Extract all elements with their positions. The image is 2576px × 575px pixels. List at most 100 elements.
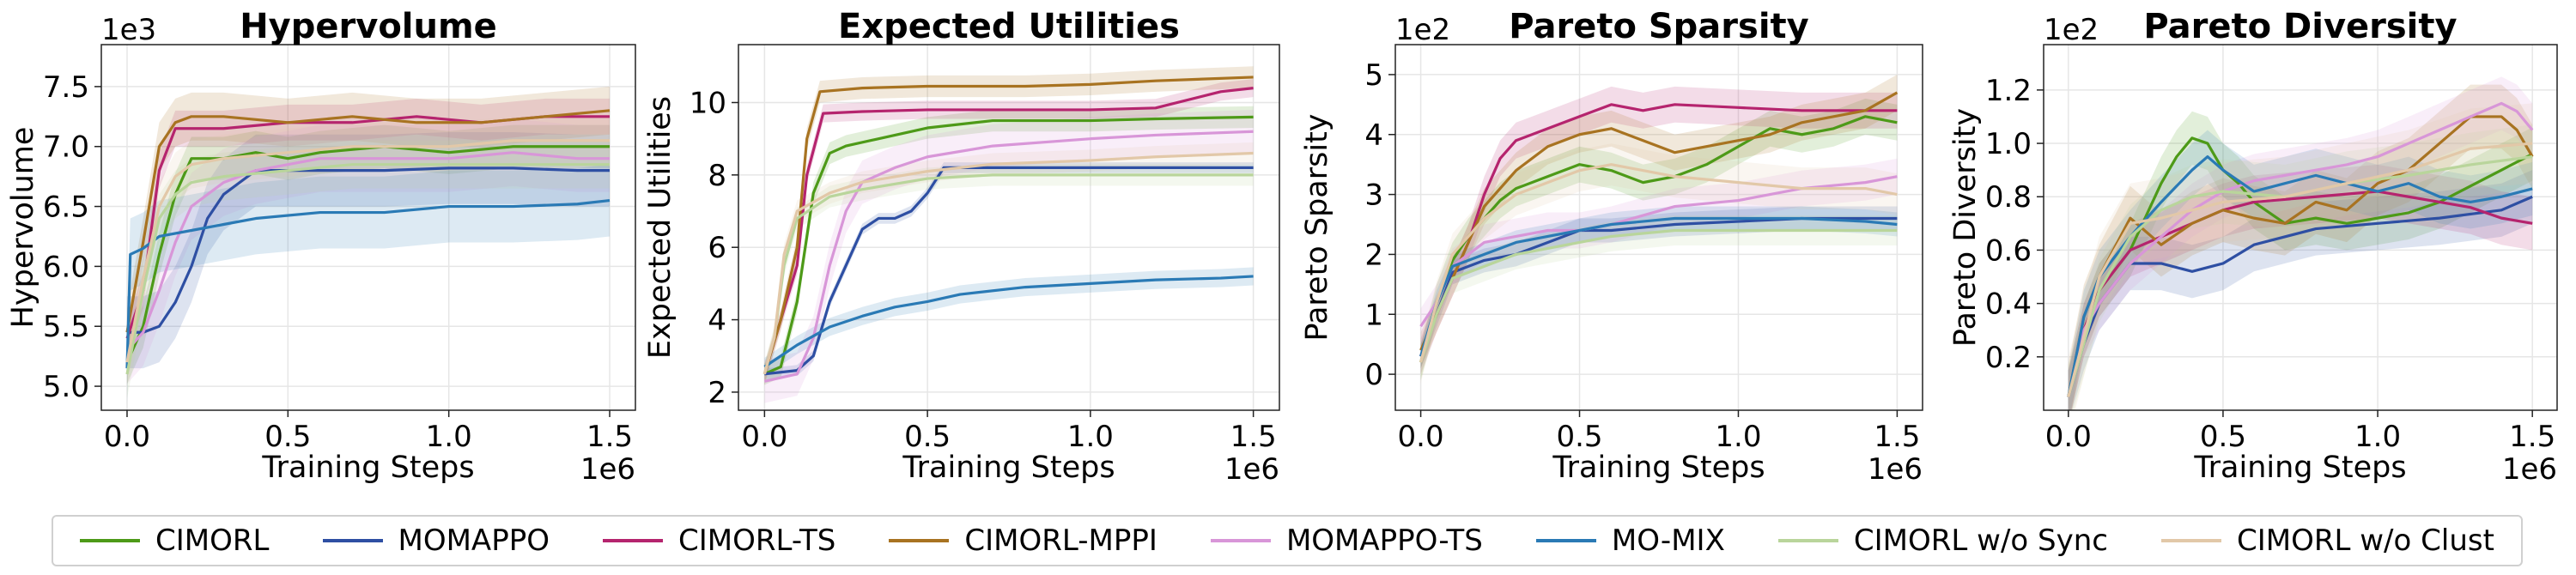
band-momappo-ts — [126, 118, 611, 384]
x-tick-label: 1.0 — [426, 420, 472, 454]
y-tick-label: 5.5 — [43, 310, 89, 344]
chart-title: Expected Utilities — [838, 7, 1180, 46]
legend-swatch — [2161, 539, 2222, 542]
legend-entry-cimorl-ts: CIMORL-TS — [603, 524, 835, 558]
y-tick-label: 3 — [1364, 179, 1383, 213]
y-tick-label: 6.0 — [43, 250, 89, 284]
line-cimorl-mppi — [2067, 115, 2534, 397]
legend-entry-cimorl-w-o-sync: CIMORL w/o Sync — [1777, 524, 2108, 558]
x-axis-multiplier: 1e6 — [2502, 452, 2557, 487]
x-axis-multiplier: 1e6 — [1868, 452, 1923, 487]
plot-area — [1419, 74, 1899, 384]
line-cimorl-w-o-clust — [125, 139, 611, 363]
line-cimorl-w-o-sync — [125, 163, 611, 375]
x-tick-label: 1.0 — [1067, 420, 1114, 454]
x-tick-label: 0.0 — [1398, 420, 1444, 454]
band-cimorl — [126, 124, 611, 384]
line-momappo — [126, 166, 611, 334]
band-cimorl-w-o-clust — [2068, 103, 2533, 410]
line-mo-mix — [763, 275, 1254, 368]
band-cimorl-w-o-clust — [126, 116, 611, 387]
plot-area — [762, 66, 1254, 403]
legend-swatch — [1210, 539, 1271, 542]
y-tick-label: 7.0 — [43, 130, 89, 165]
axes-frame — [738, 44, 1280, 411]
x-axis-label: Training Steps — [902, 451, 1115, 485]
x-tick-label: 1.0 — [1715, 420, 1761, 454]
line-cimorl-w-o-sync — [2067, 155, 2533, 397]
chart-title: Hypervolume — [240, 7, 497, 46]
band-momappo — [764, 162, 1254, 380]
band-mo-mix — [1420, 206, 1898, 369]
line-momappo-ts — [764, 130, 1254, 383]
x-tick-label: 1.0 — [2354, 420, 2401, 454]
chart-title: Pareto Sparsity — [1509, 7, 1809, 46]
legend-label: MOMAPPO-TS — [1285, 524, 1483, 558]
plot-area — [125, 86, 611, 405]
y-tick-label: 0.2 — [1985, 341, 2032, 375]
line-cimorl-mppi — [1419, 91, 1899, 351]
line-momappo-ts — [125, 151, 611, 352]
hypervolume-chart: 0.0 0.5 1.0 1.55.05.56.06.57.07.5Hypervolum… — [6, 7, 636, 487]
y-axis-label: Pareto Sparsity — [1300, 113, 1334, 341]
y-tick-label: 1.2 — [1985, 74, 2032, 108]
band-momappo-ts — [1420, 158, 1898, 345]
y-tick-label: 0.4 — [1985, 288, 2032, 322]
x-tick-label: 1.5 — [2509, 420, 2555, 454]
line-cimorl-ts — [2067, 190, 2533, 397]
x-tick-label: 0.0 — [104, 420, 150, 454]
y-tick-label: 4 — [708, 304, 726, 338]
legend-label: CIMORL-TS — [678, 524, 836, 558]
line-cimorl — [125, 145, 611, 363]
x-axis-multiplier: 1e6 — [1224, 452, 1279, 487]
y-tick-label: 1 — [1364, 298, 1383, 332]
plot-area — [2067, 76, 2534, 410]
line-cimorl-w-o-clust — [762, 151, 1254, 375]
legend-label: CIMORL w/o Clust — [2237, 524, 2494, 558]
axes-frame — [1394, 44, 1923, 411]
legend-entry-mo-mix: MO-MIX — [1535, 524, 1725, 558]
line-momappo — [764, 166, 1254, 376]
legend: CIMORL MOMAPPO CIMORL-TS CIMORL-MPPI MOMAPPO… — [52, 515, 2523, 566]
y-axis-label: Hypervolume — [6, 127, 40, 329]
line-cimorl-w-o-clust — [2067, 142, 2533, 397]
y-axis-label: Expected Utilities — [643, 96, 677, 359]
grid — [738, 45, 1279, 410]
x-axis-multiplier: 1e6 — [580, 452, 635, 487]
y-tick-label: 5 — [1364, 58, 1383, 93]
band-momappo-ts — [764, 109, 1254, 403]
band-cimorl-mppi — [126, 86, 611, 357]
legend-swatch — [889, 539, 950, 542]
x-tick-label: 1.5 — [1874, 420, 1920, 454]
figure: 0.0 0.5 1.0 1.55.05.56.06.57.07.5Hypervolum… — [6, 7, 2558, 487]
band-cimorl-mppi — [1420, 74, 1898, 369]
legend-entry-cimorl-mppi: CIMORL-MPPI — [889, 524, 1157, 558]
y-axis-multiplier: 1e2 — [1395, 13, 1450, 47]
y-tick-label: 1.0 — [1985, 127, 2032, 161]
band-cimorl-w-o-sync — [1420, 215, 1898, 378]
legend-label: CIMORL w/o Sync — [1853, 524, 2108, 558]
y-tick-label: 6 — [708, 231, 726, 265]
axes-frame — [100, 44, 636, 411]
legend-entry-momappo: MOMAPPO — [322, 524, 550, 558]
y-axis-multiplier: 1e2 — [2044, 13, 2099, 47]
expected-utilities-chart: 0.0 0.5 1.0 1.5 2 4 6 8 10 Expected Utilities Trai… — [643, 7, 1280, 487]
legend-entry-momappo-ts: MOMAPPO-TS — [1210, 524, 1483, 558]
line-mo-mix — [125, 198, 611, 369]
y-axis-label: Pareto Diversity — [1948, 108, 1983, 347]
line-cimorl-ts — [762, 87, 1254, 375]
band-cimorl-w-o-sync — [126, 140, 611, 399]
legend-label: MOMAPPO — [398, 524, 550, 558]
band-cimorl-w-o-clust — [1420, 143, 1898, 384]
line-cimorl-mppi — [762, 76, 1254, 375]
pareto-sparsity-chart: 0.0 0.5 1.0 1.5 0 1 2 3 4 5 Pareto Sparsity Trainin… — [1300, 7, 1923, 487]
y-tick-label: 2 — [708, 376, 726, 410]
legend-swatch — [1535, 539, 1596, 542]
x-tick-label: 0.5 — [904, 420, 951, 454]
x-axis-label: Training Steps — [2193, 451, 2406, 485]
axes-frame — [2043, 44, 2558, 411]
y-tick-label: 7.5 — [43, 70, 89, 105]
band-momappo — [1420, 206, 1898, 369]
x-axis-label: Training Steps — [261, 451, 474, 485]
